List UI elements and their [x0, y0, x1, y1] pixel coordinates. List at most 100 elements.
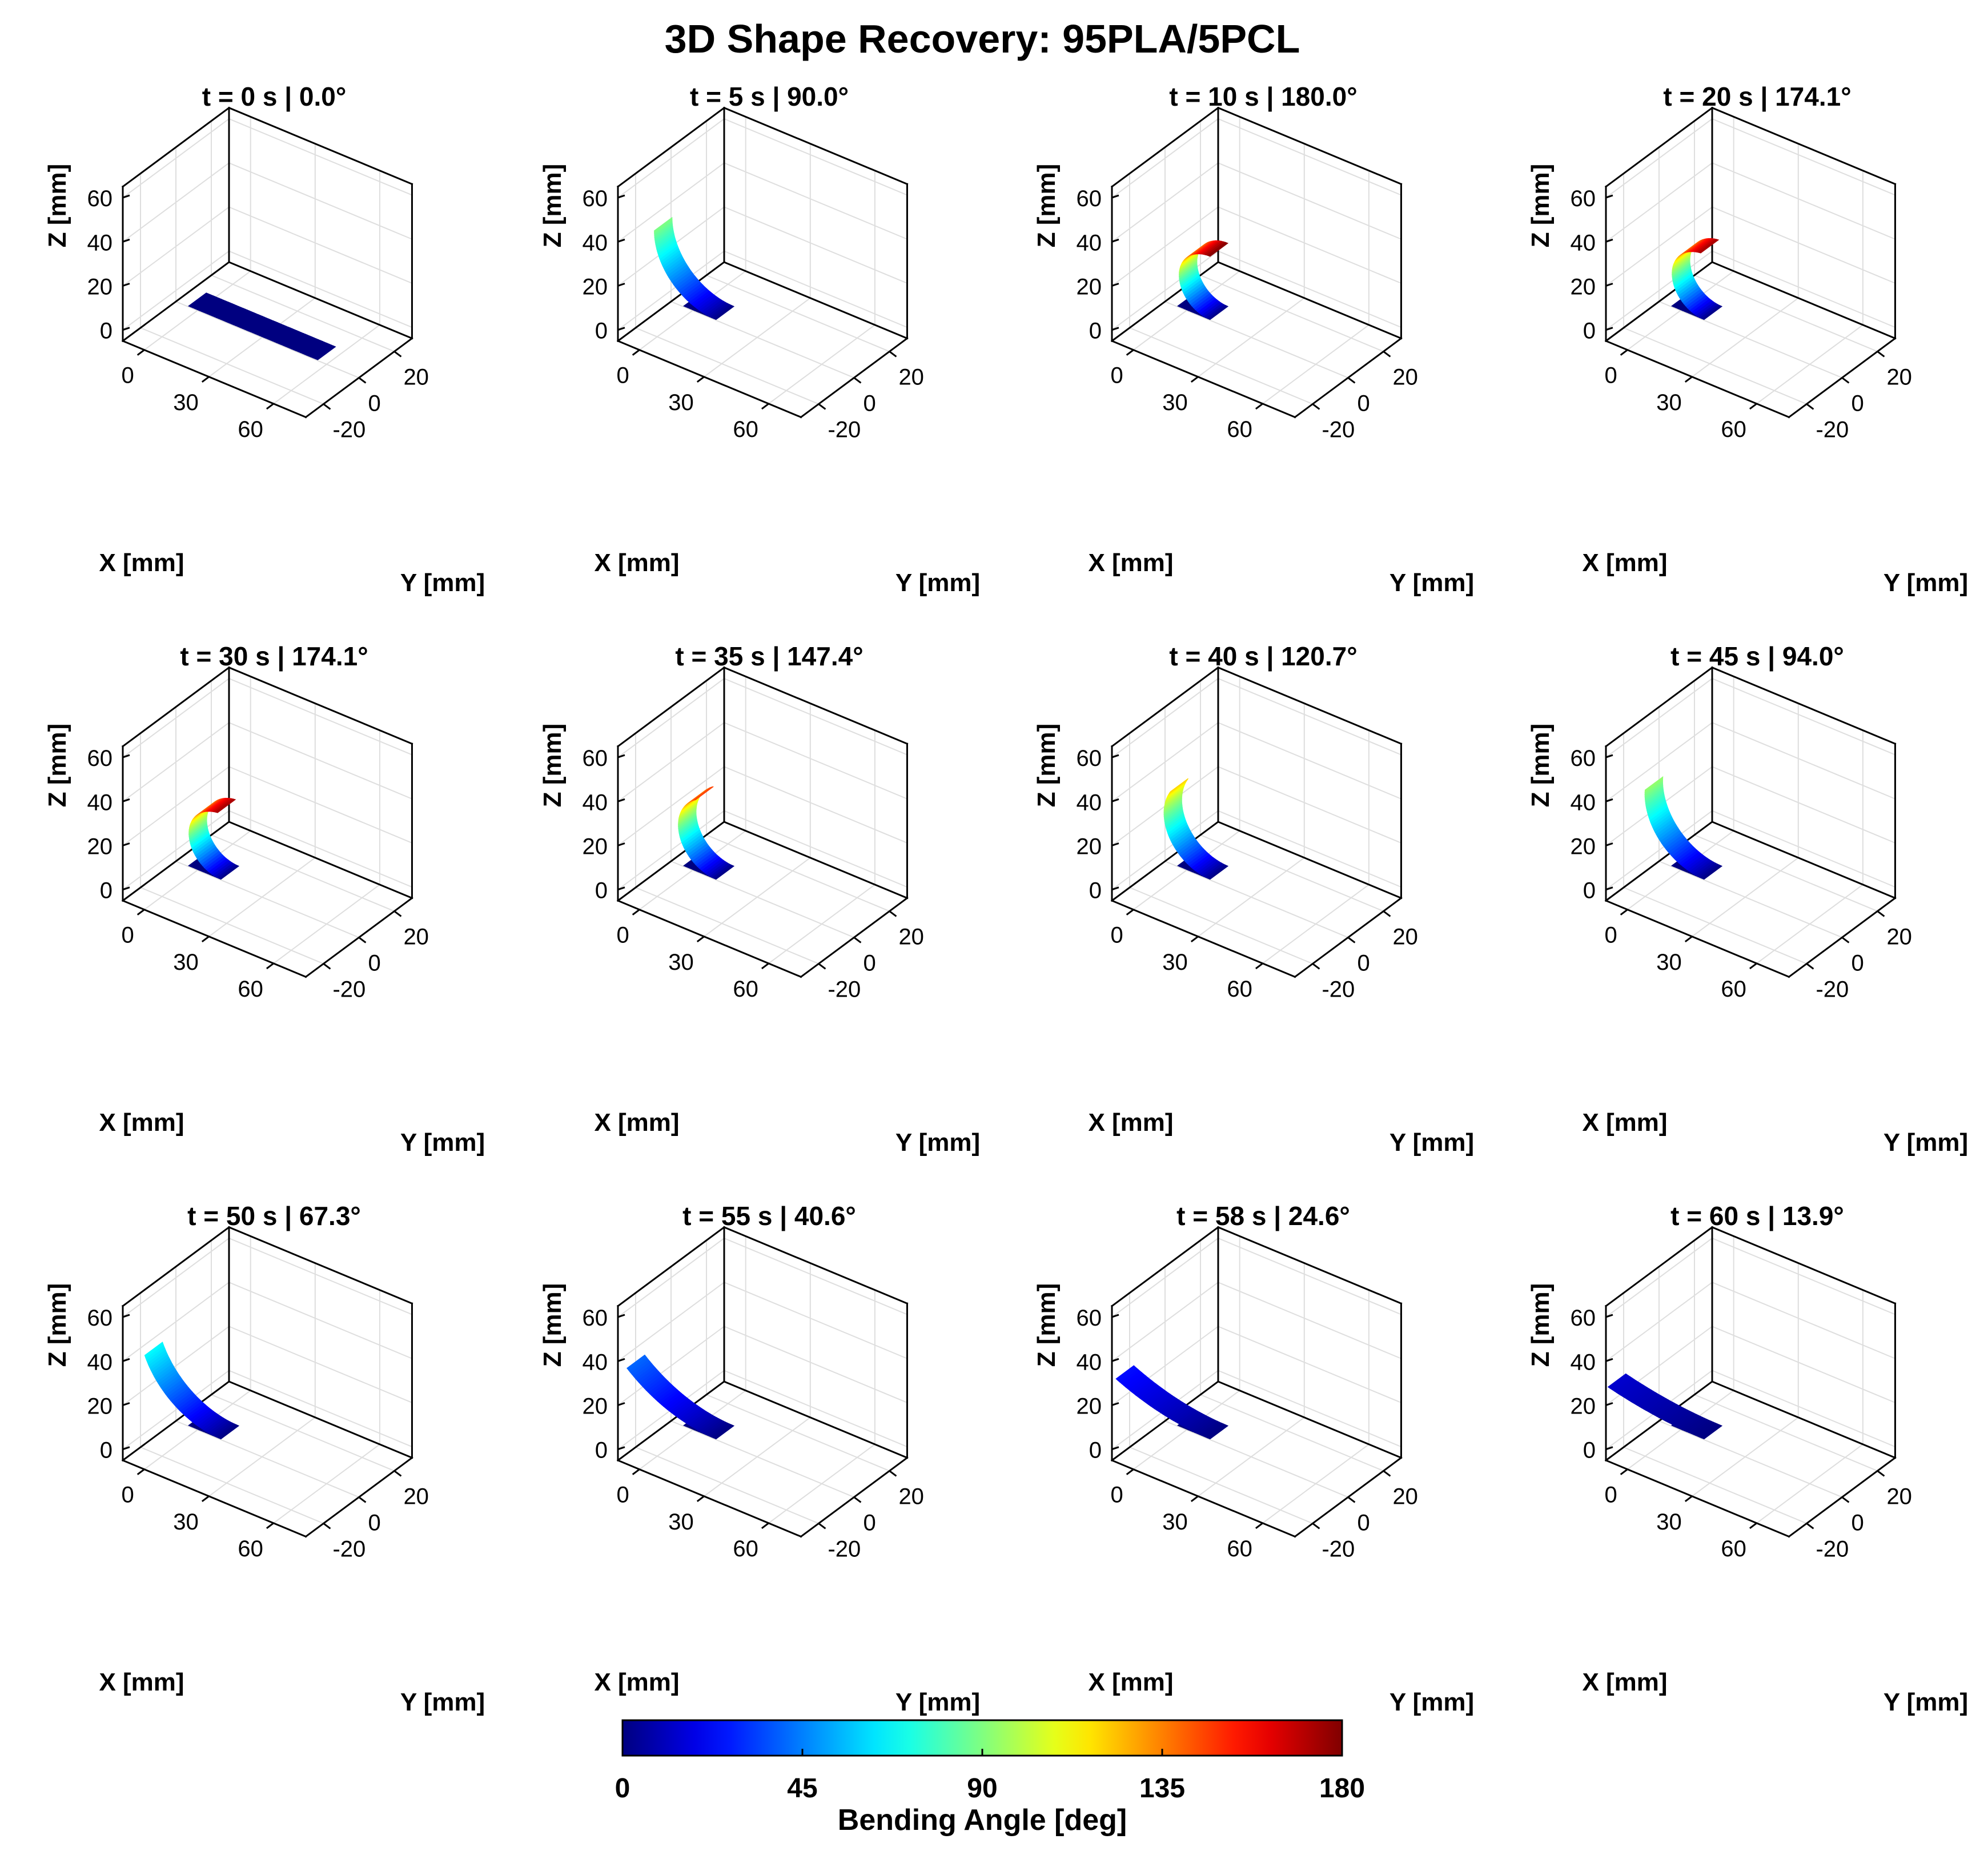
ticks — [1605, 754, 1885, 970]
grid-line — [617, 810, 725, 890]
y-tick — [853, 1496, 862, 1503]
colorbar-label: Bending Angle [deg] — [838, 1804, 1127, 1837]
z-axis-label: Z [mm] — [1527, 1283, 1555, 1367]
y-tick — [323, 1523, 331, 1529]
axes-edge — [1217, 261, 1403, 340]
axes-edge — [1788, 897, 1897, 978]
grid-line — [1605, 1238, 1713, 1318]
z-axis-label: Z [mm] — [539, 164, 567, 248]
grid-line — [670, 301, 854, 379]
y-tick — [853, 937, 862, 943]
y-tick — [358, 1496, 367, 1503]
y-axis-label: Y [mm] — [895, 1688, 980, 1716]
axes-edge — [121, 820, 231, 902]
y-tick — [818, 1523, 826, 1529]
y-tick-label: 20 — [1392, 1484, 1418, 1509]
y-tick — [358, 377, 367, 384]
x-tick — [761, 962, 769, 970]
grid-line — [122, 1238, 230, 1318]
grid-line — [1712, 1238, 1895, 1315]
grid-line — [122, 250, 230, 331]
y-tick-label: 20 — [1392, 924, 1418, 949]
subplot-title: t = 40 s | 120.7° — [1169, 641, 1357, 671]
strip-surface — [187, 292, 336, 360]
grid-line — [211, 275, 395, 352]
colorbar-tick-label: 0 — [615, 1773, 630, 1804]
grid-line — [1623, 887, 1807, 965]
axes-edge — [617, 340, 802, 419]
grid-line — [228, 206, 412, 284]
axes-edge — [1604, 260, 1714, 343]
y-tick-label: -20 — [828, 417, 861, 442]
x-tick-label: 30 — [1656, 390, 1682, 415]
axes-edge — [1110, 260, 1220, 343]
colorbar-tick-label: 135 — [1139, 1773, 1185, 1804]
z-tick-label: 60 — [1571, 1306, 1596, 1331]
axes-edge — [1110, 666, 1220, 748]
grid-line — [1712, 118, 1895, 196]
axes-box — [121, 666, 413, 978]
axes-box — [1110, 1226, 1403, 1538]
x-axis-label: X [mm] — [1088, 549, 1173, 577]
grid-line — [1658, 301, 1842, 379]
z-tick — [1605, 1314, 1613, 1318]
y-axis-label: Y [mm] — [1389, 569, 1474, 597]
x-tick-label: 30 — [1656, 1509, 1682, 1535]
figure-title: 3D Shape Recovery: 95PLA/5PCL — [665, 17, 1300, 61]
z-tick-label: 20 — [583, 1394, 608, 1419]
axes-edge — [1294, 897, 1403, 978]
grid-line — [1111, 206, 1219, 287]
axes-box — [616, 1226, 909, 1538]
grid-lines — [122, 1236, 412, 1524]
grid-line — [122, 162, 230, 243]
x-axis-label: X [mm] — [594, 1109, 679, 1137]
grid-line — [617, 162, 725, 243]
grid-line — [228, 766, 412, 844]
y-tick — [393, 910, 402, 917]
x-tick-label: 60 — [1227, 1536, 1252, 1561]
z-tick-label: 40 — [1571, 1350, 1596, 1375]
axes-edge — [122, 900, 307, 978]
grid-lines — [1605, 676, 1895, 965]
x-tick-label: 0 — [616, 363, 629, 388]
y-tick — [1841, 937, 1850, 943]
grid-line — [1623, 327, 1807, 405]
x-tick-label: 30 — [173, 390, 199, 415]
x-tick — [136, 1468, 145, 1475]
axes-edge — [1294, 1456, 1403, 1538]
x-tick — [1684, 935, 1693, 942]
grid-line — [122, 1326, 230, 1406]
grid-line — [635, 887, 819, 965]
grid-line — [1712, 250, 1895, 328]
subplot-title: t = 45 s | 94.0° — [1670, 641, 1844, 671]
grid-line — [670, 861, 854, 938]
x-tick-label: 0 — [616, 1483, 629, 1508]
z-tick — [1605, 194, 1613, 199]
grid-line — [1200, 1394, 1384, 1472]
grid-line — [1111, 1282, 1219, 1362]
strip-patch — [144, 1342, 164, 1359]
z-tick-label: 60 — [87, 186, 113, 211]
axes-box — [1604, 1226, 1897, 1538]
y-tick-label: 20 — [403, 924, 429, 949]
y-axis-label: Y [mm] — [400, 569, 485, 597]
z-tick-label: 60 — [583, 1306, 608, 1331]
z-tick-label: 0 — [100, 319, 113, 344]
grid-line — [617, 250, 725, 331]
subplot-title: t = 60 s | 13.9° — [1670, 1201, 1844, 1231]
x-tick — [1190, 935, 1199, 942]
y-tick — [818, 963, 826, 970]
x-tick — [1255, 1522, 1263, 1529]
grid-line — [1712, 1370, 1895, 1448]
strip-surface — [144, 1342, 240, 1440]
x-axis-label: X [mm] — [1582, 1668, 1667, 1696]
grid-line — [1218, 206, 1401, 284]
z-tick — [122, 238, 130, 243]
z-tick — [122, 327, 130, 331]
z-tick-label: 60 — [87, 746, 113, 771]
grid-lines — [1111, 117, 1401, 405]
grid-line — [724, 678, 907, 756]
axes-edge — [1711, 666, 1897, 745]
